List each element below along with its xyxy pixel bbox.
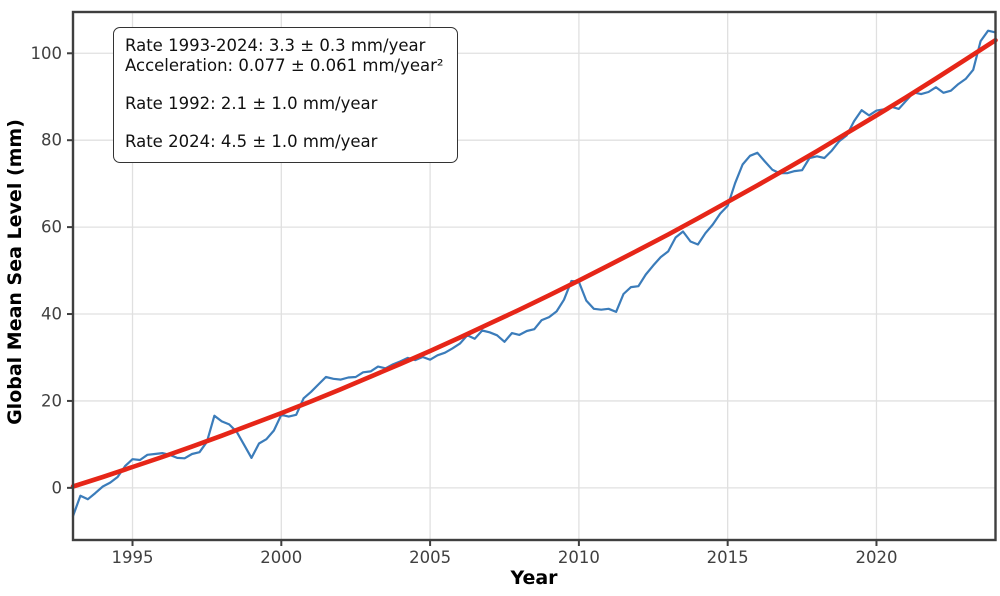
annotation-rate-2024: Rate 2024: 4.5 ± 1.0 mm/year — [125, 132, 378, 151]
x-tick-label: 2020 — [855, 548, 897, 567]
plot-frame — [71, 10, 997, 542]
annotation-rate-range: Rate 1993-2024: 3.3 ± 0.3 mm/year — [125, 36, 426, 55]
x-tick-label: 1995 — [112, 548, 154, 567]
x-tick-label: 2010 — [558, 548, 600, 567]
y-tick-label: 100 — [31, 44, 63, 63]
y-tick-label: 80 — [41, 131, 62, 150]
x-tick-label: 2000 — [260, 548, 302, 567]
y-tick-label: 60 — [41, 218, 62, 237]
x-axis-label: Year — [510, 567, 558, 589]
y-axis-label: Global Mean Sea Level (mm) — [4, 119, 26, 425]
y-tick-label: 0 — [52, 478, 63, 497]
annotation-acceleration: Acceleration: 0.077 ± 0.061 mm/year² — [125, 56, 444, 75]
x-tick-label: 2005 — [409, 548, 451, 567]
x-tick-label: 2015 — [707, 548, 749, 567]
observed-gmsl-line — [71, 29, 997, 518]
quadratic-trend-line — [70, 37, 998, 489]
y-tick-label: 20 — [41, 391, 62, 410]
annotation-rate-1992: Rate 1992: 2.1 ± 1.0 mm/year — [125, 94, 378, 113]
stats-annotation-box: Rate 1993-2024: 3.3 ± 0.3 mm/year Accele… — [113, 27, 458, 163]
y-tick-label: 40 — [41, 305, 62, 324]
